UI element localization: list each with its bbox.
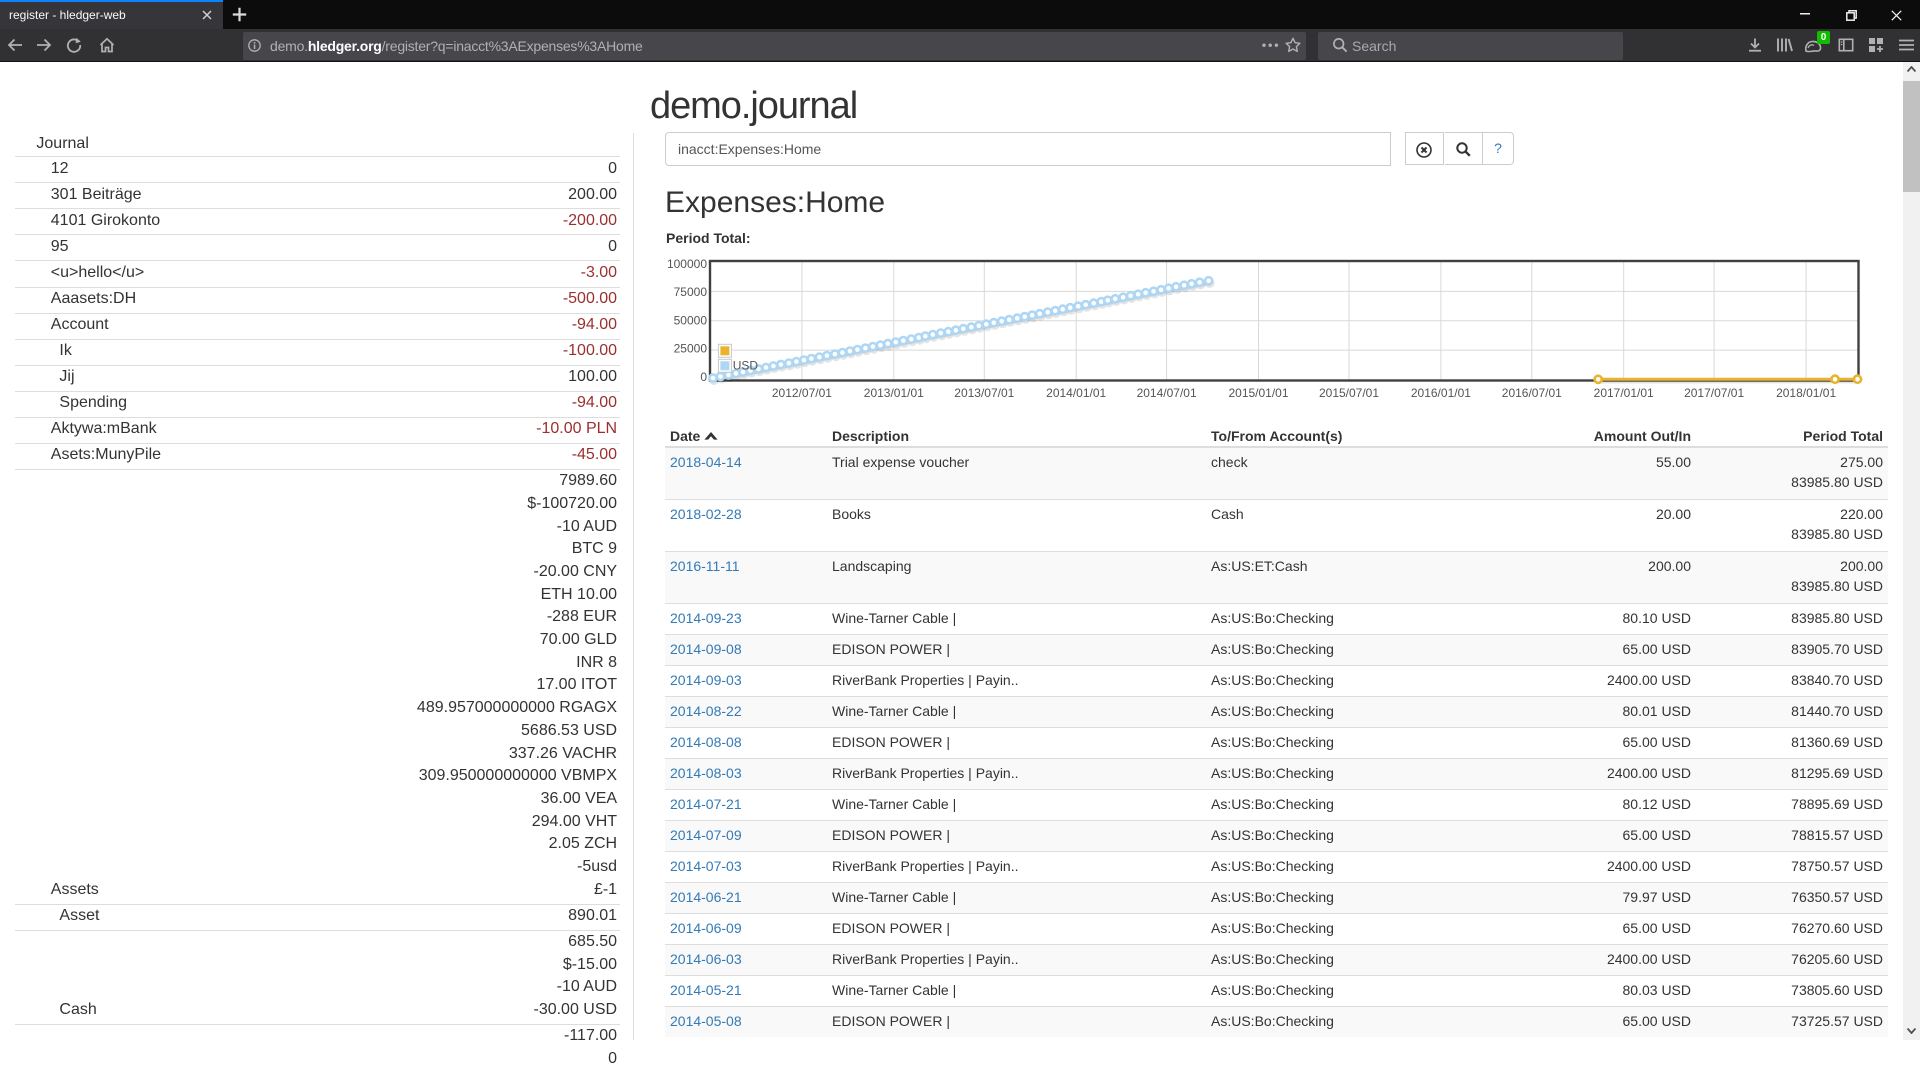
svg-text:2015/01/01: 2015/01/01 [1228, 386, 1288, 400]
svg-text:0: 0 [700, 370, 707, 384]
svg-text:25000: 25000 [674, 342, 708, 356]
svg-text:2013/01/01: 2013/01/01 [864, 386, 924, 400]
svg-text:2016/07/01: 2016/07/01 [1502, 386, 1562, 400]
svg-text:USD: USD [733, 359, 759, 373]
svg-text:2016/01/01: 2016/01/01 [1411, 386, 1471, 400]
svg-text:2012/07/01: 2012/07/01 [772, 386, 832, 400]
svg-text:2013/07/01: 2013/07/01 [954, 386, 1014, 400]
svg-text:50000: 50000 [674, 313, 708, 327]
svg-text:2017/07/01: 2017/07/01 [1684, 386, 1744, 400]
svg-text:2018/01/01: 2018/01/01 [1776, 386, 1836, 400]
svg-text:2015/07/01: 2015/07/01 [1319, 386, 1379, 400]
svg-text:100000: 100000 [667, 257, 707, 271]
svg-text:2017/01/01: 2017/01/01 [1594, 386, 1654, 400]
svg-text:2014/01/01: 2014/01/01 [1046, 386, 1106, 400]
svg-text:75000: 75000 [674, 285, 708, 299]
svg-text:2014/07/01: 2014/07/01 [1137, 386, 1197, 400]
